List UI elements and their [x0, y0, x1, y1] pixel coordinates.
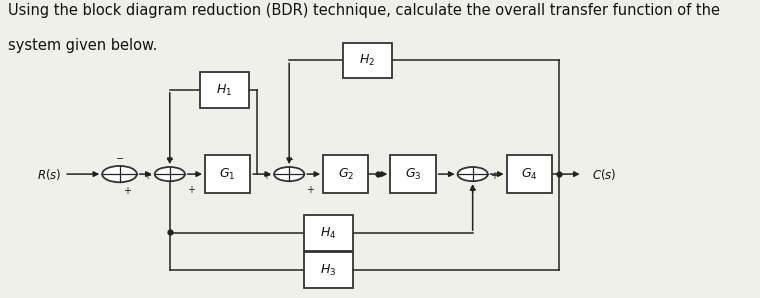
FancyBboxPatch shape: [507, 155, 552, 193]
Text: $-$: $-$: [165, 153, 174, 164]
Text: $G_4$: $G_4$: [521, 167, 537, 182]
Circle shape: [102, 166, 137, 182]
FancyBboxPatch shape: [303, 215, 353, 251]
FancyBboxPatch shape: [303, 252, 353, 288]
Text: $C(s)$: $C(s)$: [592, 167, 616, 181]
Text: $G_3$: $G_3$: [404, 167, 421, 182]
FancyBboxPatch shape: [205, 155, 250, 193]
Text: $+$: $+$: [187, 184, 196, 195]
Circle shape: [458, 167, 488, 181]
Text: $+$: $+$: [489, 170, 499, 181]
Text: $-$: $-$: [284, 153, 293, 164]
Text: $R(s)$: $R(s)$: [36, 167, 61, 181]
Text: $+$: $+$: [143, 170, 151, 181]
FancyBboxPatch shape: [200, 72, 249, 108]
Text: $H_3$: $H_3$: [320, 263, 336, 278]
FancyBboxPatch shape: [323, 155, 369, 193]
Text: Using the block diagram reduction (BDR) technique, calculate the overall transfe: Using the block diagram reduction (BDR) …: [8, 3, 720, 18]
Text: $G_1$: $G_1$: [220, 167, 236, 182]
Text: system given below.: system given below.: [8, 38, 157, 53]
FancyBboxPatch shape: [391, 155, 435, 193]
Text: $-$: $-$: [115, 152, 124, 162]
Circle shape: [155, 167, 185, 181]
Text: $+$: $+$: [262, 170, 271, 181]
Text: $H_4$: $H_4$: [320, 226, 337, 241]
Text: $H_1$: $H_1$: [217, 83, 233, 97]
Circle shape: [274, 167, 304, 181]
Text: $+$: $+$: [306, 184, 315, 195]
Text: $+$: $+$: [468, 184, 477, 195]
Text: $-$: $-$: [90, 167, 99, 178]
FancyBboxPatch shape: [343, 43, 391, 78]
Text: $+$: $+$: [122, 185, 131, 196]
Text: $G_2$: $G_2$: [337, 167, 354, 182]
Text: $H_2$: $H_2$: [359, 53, 375, 68]
